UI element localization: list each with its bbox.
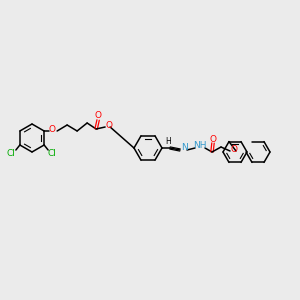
Text: O: O [49, 125, 56, 134]
Text: NH: NH [193, 142, 207, 151]
Text: O: O [230, 145, 238, 154]
Text: N: N [182, 143, 188, 152]
Text: H: H [165, 137, 171, 146]
Text: O: O [209, 134, 217, 143]
Text: O: O [106, 122, 112, 130]
Text: O: O [94, 112, 102, 121]
Text: Cl: Cl [6, 148, 15, 158]
Text: Cl: Cl [48, 148, 57, 158]
